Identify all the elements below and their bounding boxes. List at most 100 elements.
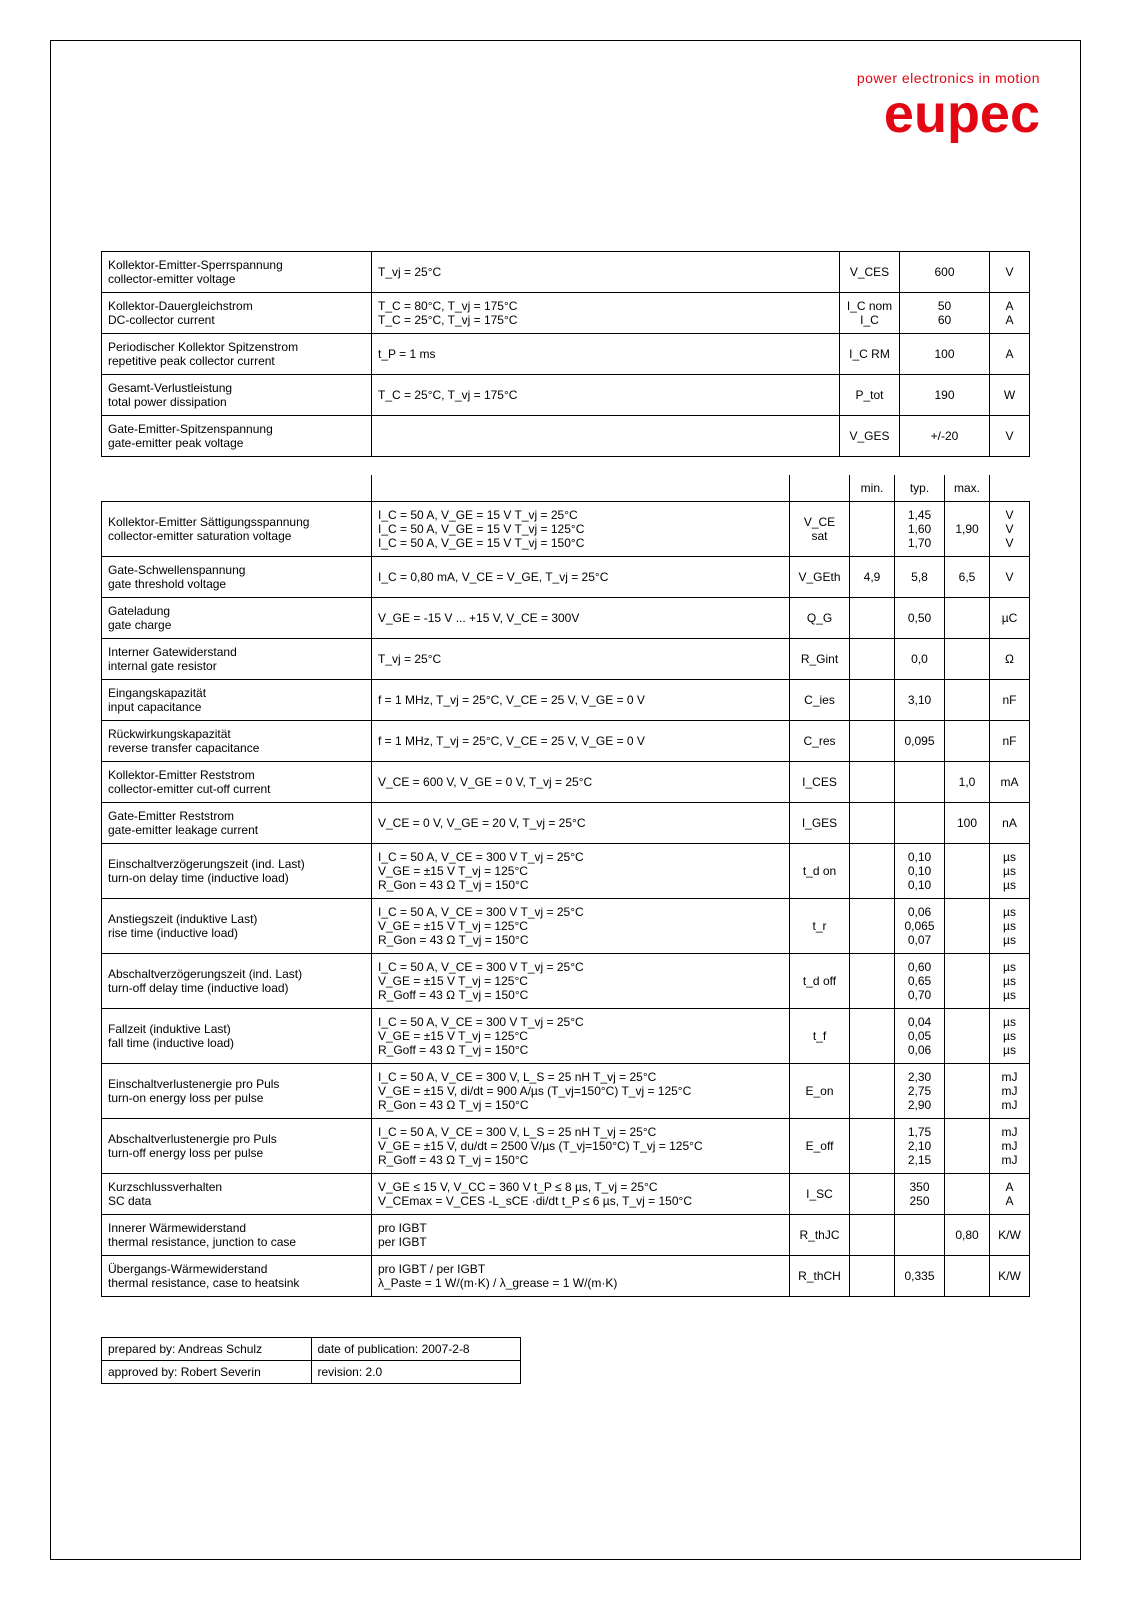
symbol: I_SC xyxy=(790,1174,850,1215)
min xyxy=(850,1256,895,1297)
hdr-min: min. xyxy=(850,475,895,502)
unit: µs µs µs xyxy=(990,1009,1030,1064)
conditions xyxy=(372,416,840,457)
unit: A A xyxy=(990,1174,1030,1215)
unit: µs µs µs xyxy=(990,844,1030,899)
min xyxy=(850,899,895,954)
symbol: R_thCH xyxy=(790,1256,850,1297)
symbol: V_CES xyxy=(840,252,900,293)
footer: prepared by: Andreas Schulz date of publ… xyxy=(51,1337,1080,1384)
table2-row: KurzschlussverhaltenSC dataV_GE ≤ 15 V, … xyxy=(102,1174,1030,1215)
unit: V V V xyxy=(990,502,1030,557)
value: 600 xyxy=(900,252,990,293)
value: 50 60 xyxy=(900,293,990,334)
conditions: I_C = 0,80 mA, V_CE = V_GE, T_vj = 25°C xyxy=(372,557,790,598)
conditions: T_vj = 25°C xyxy=(372,639,790,680)
typ: 0,0 xyxy=(895,639,945,680)
min xyxy=(850,1215,895,1256)
symbol: Q_G xyxy=(790,598,850,639)
table2-row: Abschaltverzögerungszeit (ind. Last)turn… xyxy=(102,954,1030,1009)
value: 100 xyxy=(900,334,990,375)
conditions: T_vj = 25°C xyxy=(372,252,840,293)
param-name: Einschaltverzögerungszeit (ind. Last)tur… xyxy=(102,844,372,899)
unit: V xyxy=(990,416,1030,457)
min xyxy=(850,803,895,844)
min xyxy=(850,1119,895,1174)
max xyxy=(945,721,990,762)
max xyxy=(945,899,990,954)
typ: 5,8 xyxy=(895,557,945,598)
typ: 1,45 1,60 1,70 xyxy=(895,502,945,557)
typ: 0,10 0,10 0,10 xyxy=(895,844,945,899)
conditions: f = 1 MHz, T_vj = 25°C, V_CE = 25 V, V_G… xyxy=(372,721,790,762)
unit: Ω xyxy=(990,639,1030,680)
conditions: t_P = 1 ms xyxy=(372,334,840,375)
symbol: V_CE sat xyxy=(790,502,850,557)
max: 1,0 xyxy=(945,762,990,803)
tables-container: Kollektor-Emitter-Sperrspannungcollector… xyxy=(51,251,1080,1297)
min xyxy=(850,639,895,680)
symbol: V_GEth xyxy=(790,557,850,598)
table2-row: Gateladunggate chargeV_GE = -15 V ... +1… xyxy=(102,598,1030,639)
table-maximum-ratings: Kollektor-Emitter-Sperrspannungcollector… xyxy=(101,251,1030,457)
param-name: Innerer Wärmewiderstandthermal resistanc… xyxy=(102,1215,372,1256)
unit: µs µs µs xyxy=(990,899,1030,954)
unit: V xyxy=(990,252,1030,293)
min xyxy=(850,598,895,639)
symbol: t_f xyxy=(790,1009,850,1064)
table2-header-row: min. typ. max. xyxy=(102,475,1030,502)
publication-date: date of publication: 2007-2-8 xyxy=(311,1338,521,1361)
typ: 0,06 0,065 0,07 xyxy=(895,899,945,954)
typ: 0,50 xyxy=(895,598,945,639)
conditions: I_C = 50 A, V_CE = 300 V T_vj = 25°C V_G… xyxy=(372,954,790,1009)
typ xyxy=(895,803,945,844)
symbol: R_Gint xyxy=(790,639,850,680)
conditions: I_C = 50 A, V_CE = 300 V, L_S = 25 nH T_… xyxy=(372,1064,790,1119)
min xyxy=(850,1009,895,1064)
param-name: Kollektor-Emitter Reststromcollector-emi… xyxy=(102,762,372,803)
min xyxy=(850,721,895,762)
unit: W xyxy=(990,375,1030,416)
typ: 0,335 xyxy=(895,1256,945,1297)
conditions: V_GE = -15 V ... +15 V, V_CE = 300V xyxy=(372,598,790,639)
symbol: I_C nom I_C xyxy=(840,293,900,334)
brand-name: eupec xyxy=(857,87,1040,141)
typ: 1,75 2,10 2,15 xyxy=(895,1119,945,1174)
page: power electronics in motion eupec Kollek… xyxy=(0,0,1131,1600)
conditions: f = 1 MHz, T_vj = 25°C, V_CE = 25 V, V_G… xyxy=(372,680,790,721)
unit: K/W xyxy=(990,1215,1030,1256)
symbol: C_res xyxy=(790,721,850,762)
max xyxy=(945,680,990,721)
param-name: Übergangs-Wärmewiderstandthermal resista… xyxy=(102,1256,372,1297)
typ: 0,095 xyxy=(895,721,945,762)
param-name: Kollektor-DauergleichstromDC-collector c… xyxy=(102,293,372,334)
approved-by: approved by: Robert Severin xyxy=(102,1361,312,1384)
table2-row: Rückwirkungskapazitätreverse transfer ca… xyxy=(102,721,1030,762)
typ: 3,10 xyxy=(895,680,945,721)
table1-row: Gesamt-Verlustleistungtotal power dissip… xyxy=(102,375,1030,416)
param-name: Gateladunggate charge xyxy=(102,598,372,639)
max: 1,90 xyxy=(945,502,990,557)
hdr-typ: typ. xyxy=(895,475,945,502)
symbol: E_on xyxy=(790,1064,850,1119)
min xyxy=(850,1174,895,1215)
param-name: Periodischer Kollektor Spitzenstromrepet… xyxy=(102,334,372,375)
symbol: P_tot xyxy=(840,375,900,416)
symbol: t_d on xyxy=(790,844,850,899)
table2-row: Anstiegszeit (induktive Last)rise time (… xyxy=(102,899,1030,954)
revision: revision: 2.0 xyxy=(311,1361,521,1384)
symbol: I_CES xyxy=(790,762,850,803)
unit: A A xyxy=(990,293,1030,334)
max xyxy=(945,844,990,899)
symbol: t_d off xyxy=(790,954,850,1009)
min xyxy=(850,844,895,899)
param-name: Gesamt-Verlustleistungtotal power dissip… xyxy=(102,375,372,416)
table2-row: Abschaltverlustenergie pro Pulsturn-off … xyxy=(102,1119,1030,1174)
table2-row: Übergangs-Wärmewiderstandthermal resista… xyxy=(102,1256,1030,1297)
param-name: Kollektor-Emitter Sättigungsspannungcoll… xyxy=(102,502,372,557)
max xyxy=(945,1009,990,1064)
conditions: I_C = 50 A, V_CE = 300 V T_vj = 25°C V_G… xyxy=(372,1009,790,1064)
typ: 0,04 0,05 0,06 xyxy=(895,1009,945,1064)
min xyxy=(850,762,895,803)
table2-row: Einschaltverlustenergie pro Pulsturn-on … xyxy=(102,1064,1030,1119)
